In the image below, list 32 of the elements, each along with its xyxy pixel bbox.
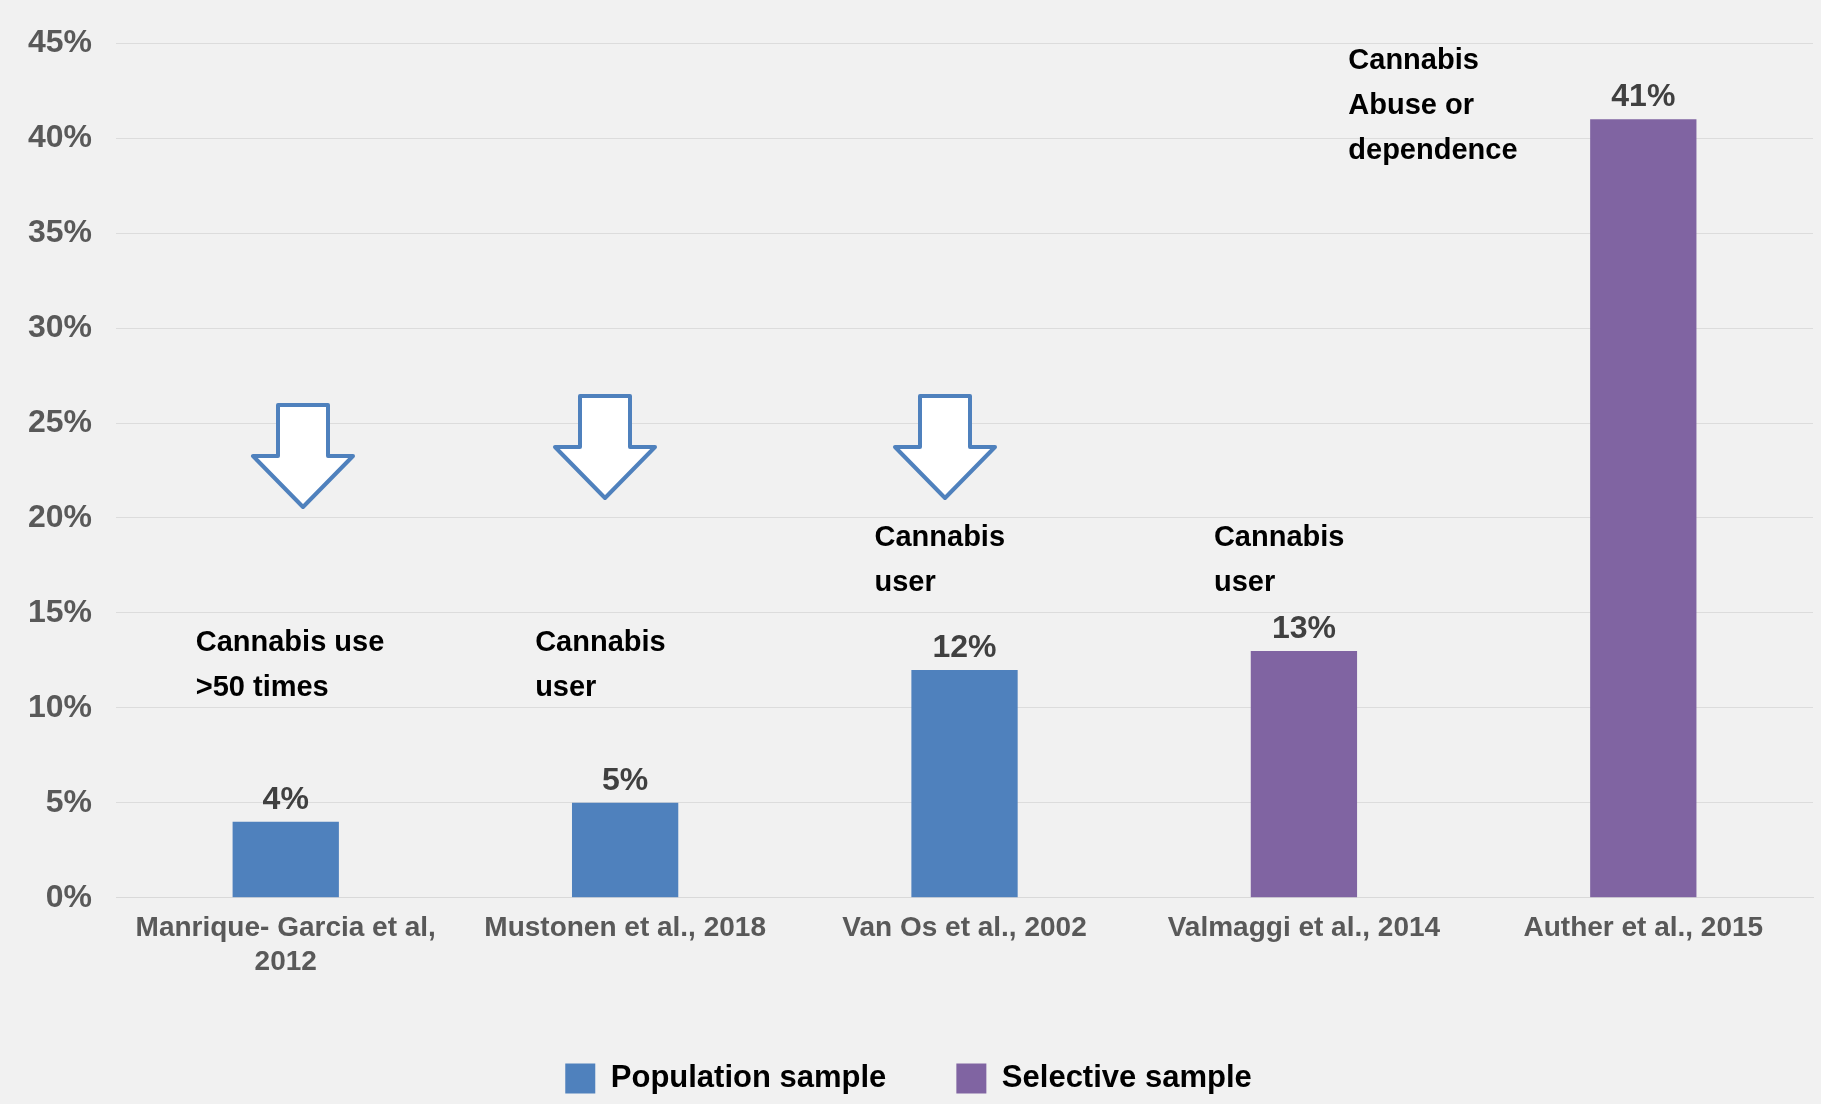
bar bbox=[571, 802, 679, 898]
x-tick-label: Auther et al., 2015 bbox=[1523, 911, 1764, 943]
annotation: Cannabis Abuse or dependence bbox=[1348, 43, 1518, 166]
annotation: Cannabis user bbox=[1213, 520, 1345, 598]
y-tick-label: 35% bbox=[28, 212, 93, 249]
x-tick-label: Manrique- Garcia et al, 2012 bbox=[135, 911, 436, 976]
data-label: 4% bbox=[262, 779, 309, 816]
y-tick-label: 25% bbox=[28, 402, 93, 439]
y-tick-label: 20% bbox=[28, 497, 93, 534]
y-tick-label: 45% bbox=[28, 23, 93, 60]
x-tick-label: Mustonen et al., 2018 bbox=[484, 911, 766, 943]
y-tick-label: 30% bbox=[28, 307, 93, 344]
bar bbox=[1250, 650, 1358, 898]
data-label: 5% bbox=[602, 760, 649, 797]
data-label: 12% bbox=[932, 627, 997, 664]
annotation: Cannabis use >50 times bbox=[195, 624, 385, 702]
data-label: 41% bbox=[1611, 76, 1676, 113]
annotation: Cannabis user bbox=[874, 520, 1006, 598]
bar bbox=[911, 669, 1018, 898]
bar bbox=[232, 821, 339, 898]
legend-label: Selective sample bbox=[1001, 1059, 1252, 1095]
y-tick-label: 15% bbox=[28, 592, 93, 629]
data-label: 13% bbox=[1271, 608, 1336, 645]
x-tick-label: Valmaggi et al., 2014 bbox=[1167, 911, 1441, 943]
y-tick-label: 10% bbox=[28, 687, 93, 724]
annotation: Cannabis user bbox=[535, 624, 666, 702]
legend-label: Population sample bbox=[610, 1059, 887, 1095]
y-tick-label: 5% bbox=[45, 782, 93, 819]
x-tick-label: Van Os et al., 2002 bbox=[842, 911, 1087, 943]
y-tick-label: 0% bbox=[45, 877, 93, 914]
y-tick-label: 40% bbox=[28, 117, 93, 154]
bar bbox=[1590, 119, 1697, 898]
